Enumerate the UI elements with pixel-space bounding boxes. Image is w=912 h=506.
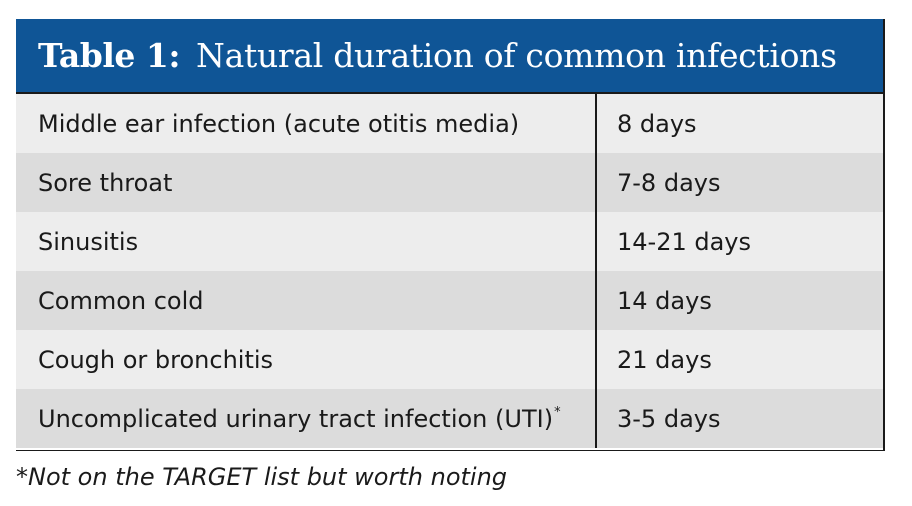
table-body: Middle ear infection (acute otitis media… bbox=[16, 94, 883, 448]
duration-value: 14-21 days bbox=[617, 227, 752, 256]
table-row: Sinusitis 14-21 days bbox=[16, 212, 883, 271]
table-title: Natural duration of common infections bbox=[196, 36, 837, 75]
infection-name-cell: Uncomplicated urinary tract infection (U… bbox=[16, 389, 597, 448]
table-row: Common cold 14 days bbox=[16, 271, 883, 330]
duration-cell: 21 days bbox=[597, 330, 712, 389]
infection-name: Middle ear infection (acute otitis media… bbox=[38, 109, 520, 138]
infection-name: Cough or bronchitis bbox=[38, 345, 274, 374]
duration-cell: 8 days bbox=[597, 94, 697, 153]
duration-value: 8 days bbox=[617, 109, 697, 138]
duration-cell: 7-8 days bbox=[597, 153, 720, 212]
infection-name-cell: Cough or bronchitis bbox=[16, 330, 597, 389]
infection-name-cell: Sore throat bbox=[16, 153, 597, 212]
infection-name: Common cold bbox=[38, 286, 204, 315]
infection-name: Uncomplicated urinary tract infection (U… bbox=[38, 404, 554, 433]
table-row: Middle ear infection (acute otitis media… bbox=[16, 94, 883, 153]
duration-value: 21 days bbox=[617, 345, 712, 374]
duration-cell: 14-21 days bbox=[597, 212, 751, 271]
table-label: Table 1: bbox=[38, 36, 181, 75]
infection-name-cell: Sinusitis bbox=[16, 212, 597, 271]
infection-name-cell: Middle ear infection (acute otitis media… bbox=[16, 94, 597, 153]
duration-value: 14 days bbox=[617, 286, 712, 315]
infection-name: Sore throat bbox=[38, 168, 173, 197]
duration-value: 7-8 days bbox=[617, 168, 721, 197]
infection-name-cell: Common cold bbox=[16, 271, 597, 330]
duration-value: 3-5 days bbox=[617, 404, 721, 433]
duration-cell: 3-5 days bbox=[597, 389, 720, 448]
table-row: Sore throat 7-8 days bbox=[16, 153, 883, 212]
table-row: Uncomplicated urinary tract infection (U… bbox=[16, 389, 883, 448]
footnote: *Not on the TARGET list but worth noting bbox=[16, 463, 508, 491]
footnote-marker: * bbox=[554, 405, 561, 420]
infection-duration-table: Table 1: Natural duration of common infe… bbox=[16, 19, 885, 451]
duration-cell: 14 days bbox=[597, 271, 712, 330]
table-header: Table 1: Natural duration of common infe… bbox=[16, 19, 883, 94]
table-row: Cough or bronchitis 21 days bbox=[16, 330, 883, 389]
infection-name: Sinusitis bbox=[38, 227, 139, 256]
